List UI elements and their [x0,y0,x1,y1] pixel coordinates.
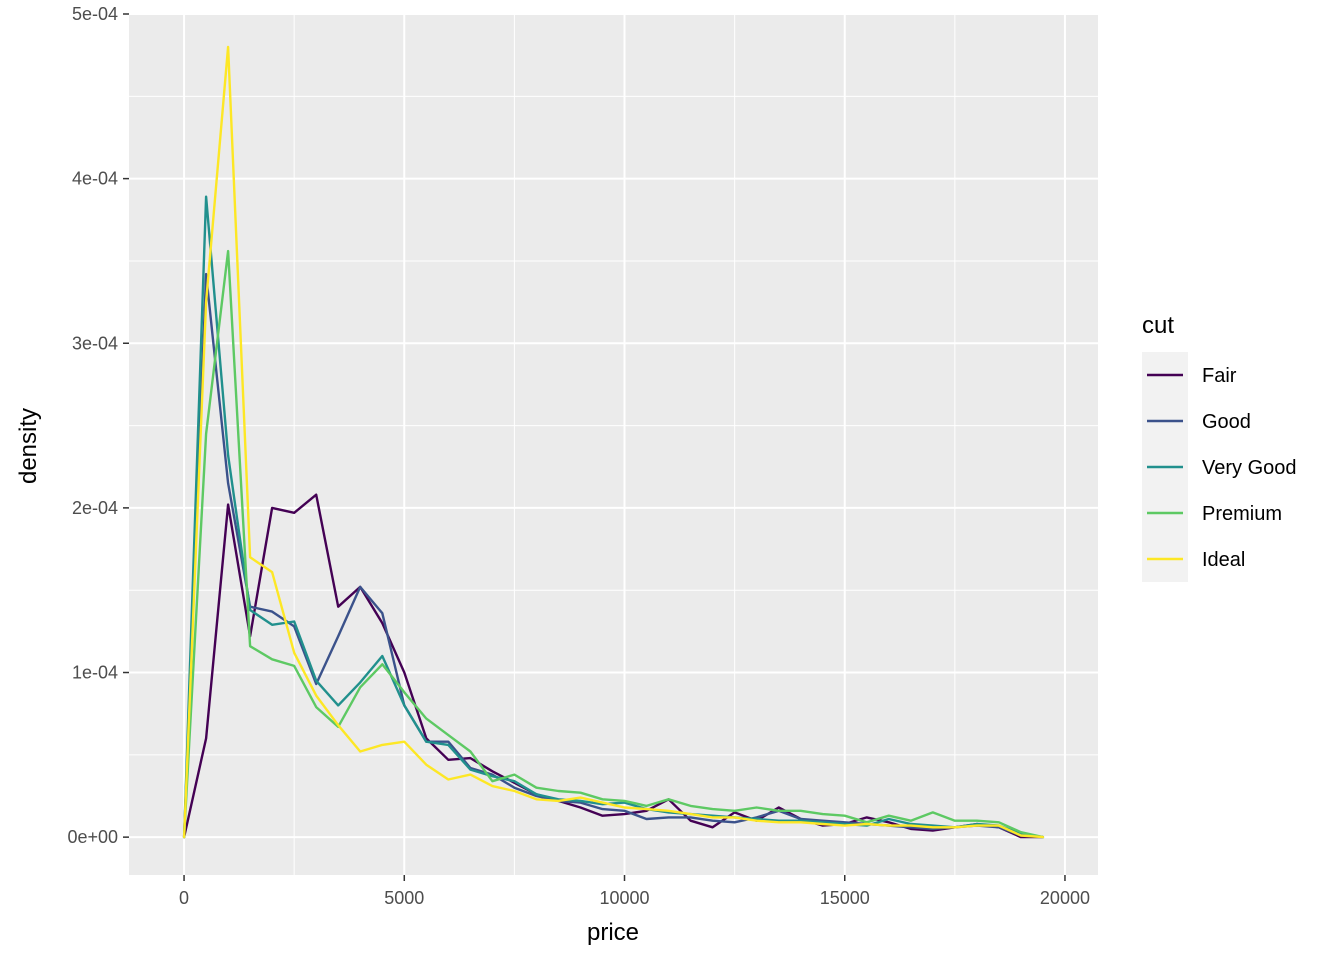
y-tick-label: 0e+00 [67,827,118,847]
y-axis-ticks: 0e+00 1e-04 2e-04 3e-04 4e-04 5e-04 [67,4,129,847]
series-line-very-good [182,195,1045,839]
y-tick-label: 4e-04 [72,169,118,189]
legend-label-premium: Premium [1202,503,1282,525]
x-axis-title: price [587,919,639,946]
legend-entries: Fair Good Very Good Premium Ideal [1147,365,1297,571]
x-tick-label: 10000 [599,888,649,908]
legend-label-good: Good [1202,411,1251,433]
y-tick-label: 1e-04 [72,663,118,683]
series-line-ideal [182,45,1045,839]
legend-title: cut [1142,312,1174,339]
x-tick-label: 0 [179,888,189,908]
series-lines [182,45,1045,839]
series-line-premium [182,249,1045,839]
legend-label-fair: Fair [1202,365,1237,387]
y-tick-label: 5e-04 [72,4,118,24]
legend: cut Fair Good Very Good Premium Ideal [1142,312,1297,582]
minor-gridlines [129,14,1098,875]
panel-background [129,14,1098,875]
legend-label-ideal: Ideal [1202,549,1245,571]
y-tick-label: 3e-04 [72,333,118,353]
y-axis-title: density [15,408,42,484]
x-tick-label: 15000 [820,888,870,908]
legend-label-very-good: Very Good [1202,457,1297,479]
x-axis-ticks: 0 5000 10000 15000 20000 [179,875,1090,908]
major-gridlines [129,13,1098,875]
x-tick-label: 20000 [1040,888,1090,908]
y-tick-label: 2e-04 [72,498,118,518]
x-tick-label: 5000 [384,888,424,908]
